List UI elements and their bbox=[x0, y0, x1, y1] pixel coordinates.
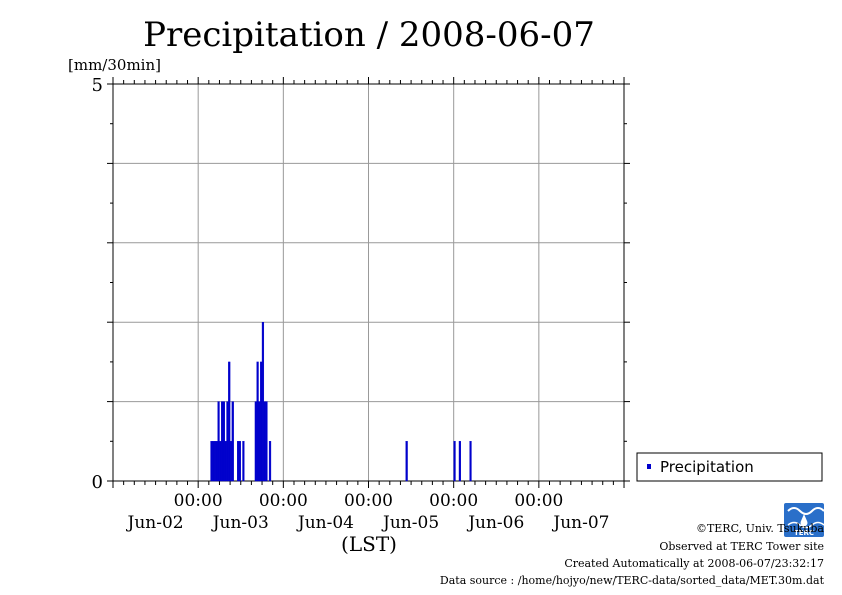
precipitation-bar bbox=[405, 441, 408, 482]
precipitation-bar bbox=[215, 441, 218, 482]
axis-ticks bbox=[107, 77, 630, 488]
y-tick-label: 0 bbox=[92, 472, 103, 493]
x-date-label: Jun-07 bbox=[551, 513, 609, 533]
precipitation-bar bbox=[212, 441, 215, 482]
legend-swatch bbox=[647, 464, 651, 469]
chart-title: Precipitation / 2008-06-07 bbox=[143, 15, 595, 55]
precipitation-bar bbox=[265, 401, 268, 482]
x-time-tick-label: 00:00 bbox=[514, 491, 563, 511]
precipitation-bar bbox=[231, 401, 234, 482]
precipitation-bar bbox=[238, 441, 241, 482]
bars bbox=[210, 322, 472, 482]
legend-box bbox=[636, 452, 823, 482]
precipitation-bar bbox=[261, 322, 265, 482]
precipitation-bar bbox=[268, 441, 272, 482]
precipitation-bar bbox=[242, 441, 245, 482]
terc-logo-icon: TERC bbox=[784, 503, 825, 537]
terc-logo: TERC bbox=[784, 503, 825, 537]
precipitation-bar bbox=[260, 361, 263, 482]
precipitation-bar bbox=[228, 361, 231, 482]
precipitation-bar bbox=[217, 401, 220, 482]
legend-label: Precipitation bbox=[660, 458, 754, 476]
precipitation-bar bbox=[226, 401, 229, 482]
x-date-label: Jun-05 bbox=[381, 513, 439, 533]
x-time-tick-label: 00:00 bbox=[259, 491, 308, 511]
precipitation-bar bbox=[458, 441, 461, 482]
x-date-label: Jun-06 bbox=[466, 513, 524, 533]
credit-source: Data source : /home/hojyo/new/TERC-data/… bbox=[439, 574, 824, 587]
precipitation-bar bbox=[219, 441, 222, 482]
x-date-label: Jun-04 bbox=[296, 513, 354, 533]
precipitation-bar bbox=[256, 361, 259, 482]
x-axis-label: (LST) bbox=[341, 532, 397, 556]
precipitation-bar bbox=[221, 401, 224, 482]
x-time-tick-label: 00:00 bbox=[344, 491, 393, 511]
precipitation-bar bbox=[229, 441, 233, 482]
precipitation-bar bbox=[263, 401, 266, 482]
precipitation-bar bbox=[453, 441, 456, 482]
precipitation-bar bbox=[254, 401, 257, 482]
x-time-tick-label: 00:00 bbox=[429, 491, 478, 511]
precipitation-bar bbox=[469, 441, 472, 482]
precipitation-bar bbox=[210, 441, 213, 482]
x-date-label: Jun-02 bbox=[126, 513, 184, 533]
credit-site: Observed at TERC Tower site bbox=[659, 540, 824, 553]
grid bbox=[113, 84, 624, 481]
credit-created: Created Automatically at 2008-06-07/23:3… bbox=[564, 557, 824, 570]
logo-text: TERC bbox=[794, 529, 814, 537]
y-axis-unit-label: [mm/30min] bbox=[68, 56, 161, 74]
legend: Precipitation bbox=[636, 452, 823, 482]
precipitation-bar bbox=[258, 401, 261, 482]
precipitation-bar bbox=[237, 441, 240, 482]
x-time-tick-label: 00:00 bbox=[174, 491, 223, 511]
x-date-label: Jun-03 bbox=[211, 513, 269, 533]
credit-copyright: ©TERC, Univ. Tsukuba bbox=[695, 522, 824, 535]
y-tick-label: 5 bbox=[92, 75, 103, 96]
precipitation-bar bbox=[224, 441, 227, 482]
precipitation-bar bbox=[213, 441, 217, 482]
precipitation-bar bbox=[222, 401, 225, 482]
